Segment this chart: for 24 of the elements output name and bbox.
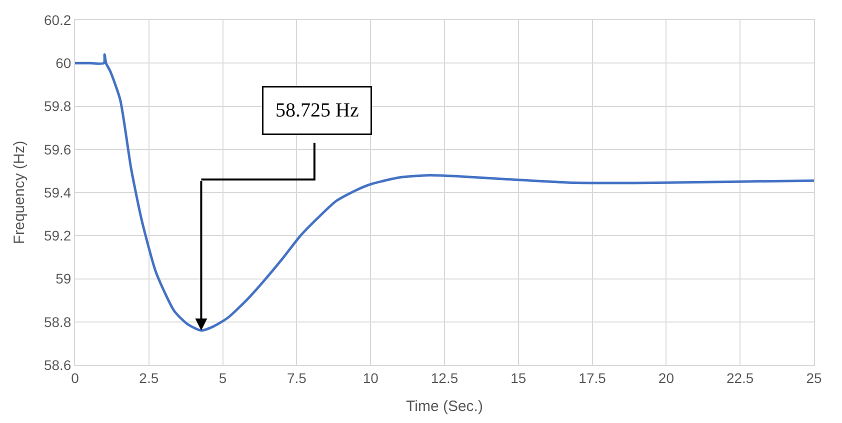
line-series <box>75 53 814 332</box>
x-tick-label: 20 <box>658 370 674 386</box>
y-axis-title: Frequency (Hz) <box>11 140 28 244</box>
y-tick-label: 59.4 <box>44 184 72 200</box>
x-axis-title: Time (Sec.) <box>406 398 483 415</box>
x-tick-label: 22.5 <box>726 370 754 386</box>
y-tick-label: 60.2 <box>44 12 72 28</box>
annotation: 58.725 Hz <box>276 100 359 122</box>
x-tick-label: 17.5 <box>578 370 606 386</box>
y-tick-label: 59.2 <box>44 228 72 244</box>
x-tick-label: 12.5 <box>430 370 458 386</box>
x-tick-label: 0 <box>71 370 80 386</box>
x-tick-label: 15 <box>510 370 526 386</box>
y-tick-label: 59.6 <box>44 141 72 158</box>
x-tick-label: 2.5 <box>139 370 159 386</box>
y-tick-label: 59.8 <box>44 98 72 114</box>
x-tick-label: 5 <box>218 370 227 386</box>
y-tick-label: 60 <box>56 55 72 72</box>
y-tick-label: 59 <box>56 270 72 287</box>
y-tick-label: 58.6 <box>44 356 72 373</box>
x-tick-label: 25 <box>806 370 822 386</box>
y-tick-label: 58.8 <box>44 314 72 330</box>
x-tick-label: 7.5 <box>286 370 307 386</box>
x-tick-label: 10 <box>362 370 379 386</box>
